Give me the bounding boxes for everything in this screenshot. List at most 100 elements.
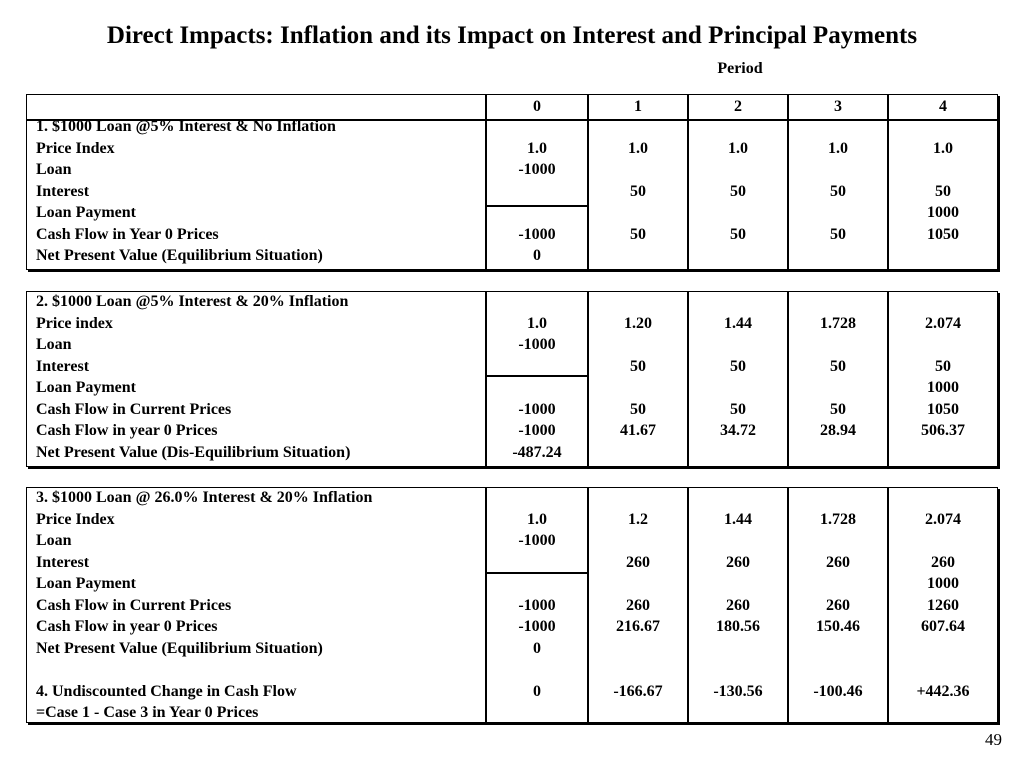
section2-cell-p1-r1: 1.20 — [624, 314, 652, 332]
section1-row-label-3: Interest — [36, 182, 90, 200]
section3-row-label-0: 3. $1000 Loan @ 26.0% Interest & 20% Inf… — [36, 489, 373, 506]
period-header-2 — [688, 94, 788, 120]
s3-col2 — [688, 487, 788, 723]
section2-cell-p4-r1: 2.074 — [925, 314, 961, 332]
section1-cell-p3-r1: 1.0 — [828, 139, 848, 157]
section3-cell-p2-r6: 180.56 — [716, 618, 760, 635]
section2-row-label-1: Price index — [36, 314, 113, 332]
s3-col0-top — [486, 487, 588, 573]
section2-cell-p0-r7: -487.24 — [512, 443, 562, 461]
section1-cell-p3-r5: 50 — [830, 225, 846, 243]
section1-header-label-box — [26, 94, 486, 120]
s2-col0-bottom — [486, 376, 588, 467]
s3-col3 — [788, 487, 888, 723]
section3-cell-p0-r6: -1000 — [518, 618, 556, 635]
section3-label-box — [26, 487, 486, 723]
section2-row-label-6: Cash Flow in year 0 Prices — [36, 422, 218, 439]
section1-label-box — [26, 120, 486, 270]
section1-cell-p0-r6: 0 — [533, 247, 541, 264]
period-label: Period — [717, 60, 763, 77]
section3-cell-p3-r9: -100.46 — [813, 682, 863, 700]
section3-cell-p2-r5: 260 — [726, 596, 750, 614]
section1-cell-p2-r3: 50 — [730, 182, 746, 200]
s1-col3 — [788, 120, 888, 270]
section3-row-label-1: Price Index — [36, 510, 115, 528]
period-label-2: 2 — [734, 98, 742, 115]
section1-row-label-0: 1. $1000 Loan @5% Interest & No Inflatio… — [36, 118, 336, 135]
section2-row-label-4: Loan Payment — [36, 379, 136, 396]
section3-cell-p3-r3: 260 — [826, 553, 850, 571]
section1-cell-p0-r5: -1000 — [518, 225, 556, 243]
section3-row-label-5: Cash Flow in Current Prices — [36, 596, 232, 614]
section3-cell-p0-r5: -1000 — [518, 596, 556, 614]
s3-col0-bottom — [486, 573, 588, 723]
section3-cell-p1-r6: 216.67 — [616, 618, 660, 635]
section2-cell-p1-r3: 50 — [630, 357, 646, 375]
section3-cell-p3-r5: 260 — [826, 596, 850, 614]
section2-row-label-5: Cash Flow in Current Prices — [36, 400, 232, 418]
section1-row-label-1: Price Index — [36, 139, 115, 157]
section2-cell-p2-r5: 50 — [730, 400, 746, 418]
section2-cell-p4-r6: 506.37 — [921, 422, 965, 439]
s1-col2 — [688, 120, 788, 270]
section3-cell-p4-r4: 1000 — [927, 575, 959, 592]
section2-cell-p3-r3: 50 — [830, 357, 846, 375]
section2-row-label-7: Net Present Value (Dis-Equilibrium Situa… — [36, 443, 351, 461]
s1-col4 — [888, 120, 998, 270]
section1-cell-p4-r3: 50 — [935, 182, 951, 200]
section2-cell-p0-r1: 1.0 — [527, 314, 547, 332]
period-header-0 — [486, 94, 588, 120]
section2-cell-p3-r6: 28.94 — [820, 422, 856, 439]
period-label-1: 1 — [634, 98, 642, 115]
section2-cell-p0-r2: -1000 — [518, 336, 556, 353]
section3-cell-p4-r1: 2.074 — [925, 510, 961, 528]
section2-cell-p4-r5: 1050 — [927, 400, 959, 418]
section1-row-label-4: Loan Payment — [36, 204, 136, 221]
section3-cell-p2-r1: 1.44 — [724, 510, 752, 528]
section2-row-label-2: Loan — [36, 336, 72, 353]
section3-row-label-2: Loan — [36, 532, 72, 549]
s1-col0-top — [486, 120, 588, 206]
section3-row-label-9: 4. Undiscounted Change in Cash Flow — [36, 682, 297, 700]
section3-cell-p0-r1: 1.0 — [527, 510, 547, 528]
section3-cell-p0-r2: -1000 — [518, 532, 556, 549]
period-label-0: 0 — [533, 98, 541, 115]
section2-cell-p4-r4: 1000 — [927, 379, 959, 396]
section3-cell-p1-r5: 260 — [626, 596, 650, 614]
section2-cell-p1-r6: 41.67 — [620, 422, 656, 439]
section3-row-label-3: Interest — [36, 553, 90, 571]
section2-cell-p2-r1: 1.44 — [724, 314, 752, 332]
section1-cell-p2-r5: 50 — [730, 225, 746, 243]
section2-cell-p1-r5: 50 — [630, 400, 646, 418]
section3-row-label-7: Net Present Value (Equilibrium Situation… — [36, 639, 323, 657]
period-label-3: 3 — [834, 98, 842, 115]
section2-cell-p4-r3: 50 — [935, 357, 951, 375]
section3-cell-p2-r3: 260 — [726, 553, 750, 571]
s1-col1 — [588, 120, 688, 270]
section1-row-label-6: Net Present Value (Equilibrium Situation… — [36, 247, 323, 264]
section2-cell-p3-r5: 50 — [830, 400, 846, 418]
section2-cell-p0-r5: -1000 — [518, 400, 556, 418]
section3-cell-p0-r9: 0 — [533, 682, 541, 700]
section3-cell-p2-r9: -130.56 — [713, 682, 763, 700]
section2-cell-p3-r1: 1.728 — [820, 314, 856, 332]
period-label-4: 4 — [939, 98, 947, 115]
s1-col0-bottom — [486, 206, 588, 270]
section1-row-label-5: Cash Flow in Year 0 Prices — [36, 225, 219, 243]
section1-cell-p1-r3: 50 — [630, 182, 646, 200]
section1-cell-p0-r1: 1.0 — [527, 139, 547, 157]
section3-row-label-6: Cash Flow in year 0 Prices — [36, 618, 218, 635]
section1-cell-p3-r3: 50 — [830, 182, 846, 200]
section1-cell-p0-r2: -1000 — [518, 161, 556, 178]
period-header-1 — [588, 94, 688, 120]
section2-cell-p2-r6: 34.72 — [720, 422, 756, 439]
section1-row-label-2: Loan — [36, 161, 72, 178]
section3-cell-p4-r3: 260 — [931, 553, 955, 571]
s2-col4 — [888, 291, 998, 467]
section3-cell-p0-r7: 0 — [533, 639, 541, 657]
section2-row-label-0: 2. $1000 Loan @5% Interest & 20% Inflati… — [36, 293, 349, 310]
s3-col4 — [888, 487, 998, 723]
period-header-4 — [888, 94, 998, 120]
section2-cell-p0-r6: -1000 — [518, 422, 556, 439]
section3-cell-p1-r9: -166.67 — [613, 682, 663, 700]
